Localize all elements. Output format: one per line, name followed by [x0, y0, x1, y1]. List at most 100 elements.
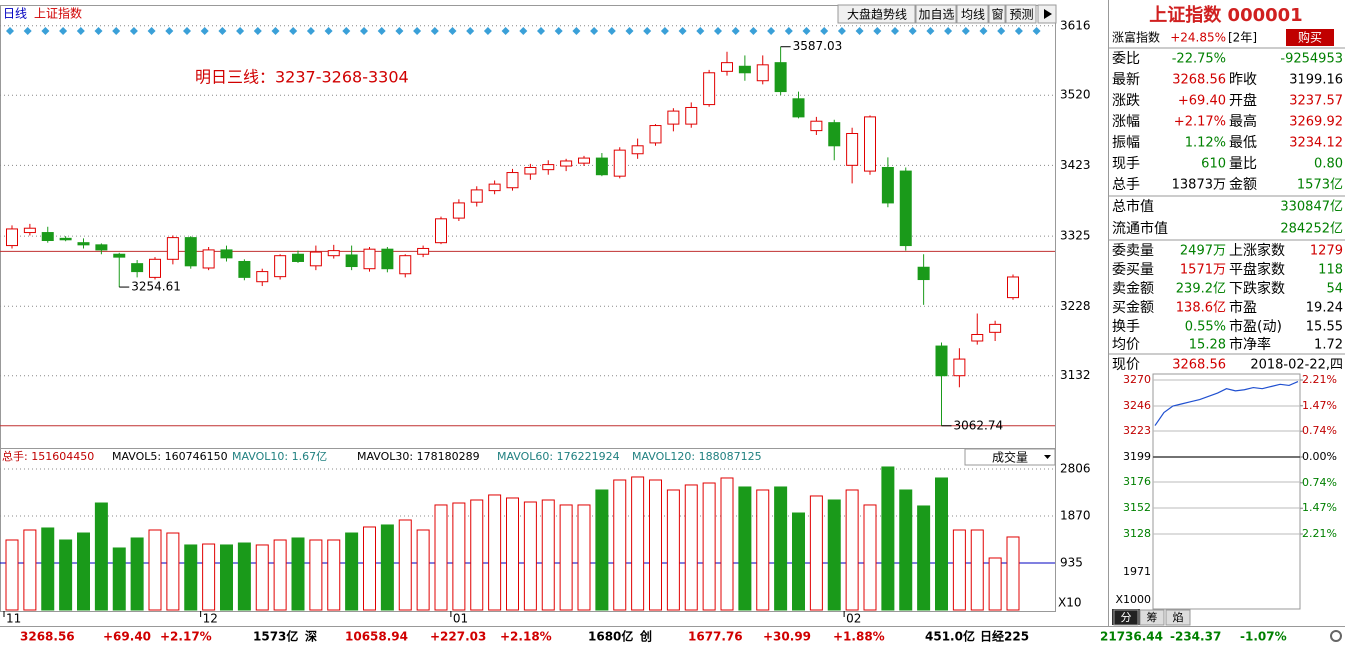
volume-stat: MAVOL5: 160746150	[112, 450, 228, 463]
volume-bar	[720, 477, 734, 611]
period-label: 日线	[3, 7, 27, 21]
status-item: -1.07%	[1240, 630, 1287, 644]
volume-bar	[130, 537, 144, 611]
event-marker	[625, 27, 634, 35]
toolbar-button[interactable]	[956, 4, 989, 24]
candle-body	[756, 64, 769, 82]
candle-body	[524, 166, 537, 175]
volume-bar	[112, 547, 126, 611]
toolbar-button[interactable]	[837, 4, 916, 24]
event-marker	[147, 27, 156, 35]
candle-body	[95, 244, 108, 251]
event-marker	[767, 27, 776, 35]
quote-value: 0.55%	[1185, 320, 1226, 335]
quote-label: 昨收	[1229, 72, 1257, 88]
status-item: 451.0亿	[925, 629, 975, 644]
candle-body	[149, 258, 161, 278]
y-tick-label: 3616	[1060, 18, 1091, 32]
quote-label: 最高	[1229, 113, 1257, 130]
quote-value: 19.24	[1306, 301, 1343, 316]
status-item: 1677.76	[688, 630, 743, 644]
event-marker	[112, 27, 121, 35]
quote-label: 卖金额	[1112, 281, 1154, 297]
y-tick-label: 3199	[1123, 450, 1151, 463]
volume-bar	[237, 542, 251, 611]
pct-tick-label: 1.47%	[1302, 399, 1337, 412]
quote-label: 最低	[1229, 135, 1257, 151]
candle-body	[345, 254, 358, 268]
status-item: +2.18%	[500, 630, 552, 644]
settings-icon[interactable]	[1330, 630, 1342, 642]
status-item: -234.37	[1170, 630, 1221, 644]
candle-body	[435, 218, 447, 244]
candle-body	[935, 345, 948, 377]
tab[interactable]	[1113, 609, 1139, 626]
volume-bar	[774, 486, 788, 611]
volume-bar	[649, 479, 662, 611]
quote-label: 现手	[1112, 156, 1140, 172]
quote-label: 市净率	[1229, 336, 1271, 353]
volume-bar	[523, 501, 537, 611]
volume-bar	[166, 532, 180, 611]
volume-bar	[899, 489, 913, 611]
candle-body	[631, 145, 644, 155]
candle-body	[6, 228, 18, 247]
toolbar-button[interactable]	[915, 4, 957, 24]
event-marker	[360, 27, 368, 35]
quote-value: 3237.57	[1289, 94, 1343, 109]
buy-button[interactable]	[1286, 29, 1334, 46]
quote-label: 换手	[1112, 318, 1140, 335]
candle-body	[953, 358, 966, 377]
low-label: 3062.74	[954, 418, 1004, 432]
event-marker	[129, 27, 138, 35]
quote-value: 15.55	[1306, 320, 1343, 335]
y-tick-label: 1870	[1060, 509, 1091, 523]
status-item: 日经225	[980, 629, 1029, 644]
y-tick-label: 935	[1060, 556, 1083, 570]
candle-body	[810, 120, 823, 132]
volume-bar	[94, 502, 108, 611]
quote-value: -9254953	[1280, 52, 1343, 67]
tab-label: 焰	[1173, 610, 1184, 624]
volume-bar	[881, 466, 895, 611]
pct-tick-label: 0.00%	[1302, 450, 1337, 463]
candle-body	[470, 189, 483, 203]
toolbar-button[interactable]	[988, 4, 1006, 24]
indicator-select[interactable]	[964, 448, 1056, 466]
event-marker	[731, 27, 740, 35]
quote-label: 总市值	[1112, 198, 1154, 215]
quote-value: 1.72	[1314, 338, 1343, 353]
quote-value: 3199.16	[1289, 73, 1343, 88]
event-marker	[855, 27, 864, 35]
event-marker	[1014, 27, 1023, 35]
y-tick-label: 3223	[1123, 424, 1151, 437]
chart-frame	[0, 5, 1056, 612]
candle-body	[292, 253, 304, 262]
volume-bar	[756, 489, 770, 611]
tab[interactable]	[1165, 609, 1191, 626]
status-item: 深	[305, 629, 317, 644]
candle-body	[578, 157, 590, 164]
candle-body	[113, 253, 126, 258]
quote-value: +69.40	[1178, 94, 1226, 109]
tab[interactable]	[1139, 609, 1165, 626]
event-marker	[944, 27, 953, 35]
volume-bar	[970, 529, 984, 611]
volume-bar	[398, 519, 412, 611]
event-marker	[413, 27, 422, 35]
event-marker	[200, 27, 209, 35]
quote-label: 市盈	[1229, 299, 1257, 316]
y-tick-label: 3246	[1123, 399, 1151, 412]
pct-tick-label: 2.21%	[1302, 527, 1337, 540]
event-marker	[59, 27, 68, 35]
y-tick-label: 3176	[1123, 475, 1151, 488]
candle-body	[59, 237, 72, 241]
toolbar-button[interactable]	[1005, 4, 1037, 24]
candle-body	[274, 255, 287, 278]
event-marker	[678, 27, 687, 35]
candle-body	[238, 260, 251, 278]
candle-body	[685, 106, 698, 125]
quote-value: 0.80	[1314, 157, 1343, 172]
status-item: 创	[639, 629, 652, 644]
volume-bar	[309, 539, 323, 611]
